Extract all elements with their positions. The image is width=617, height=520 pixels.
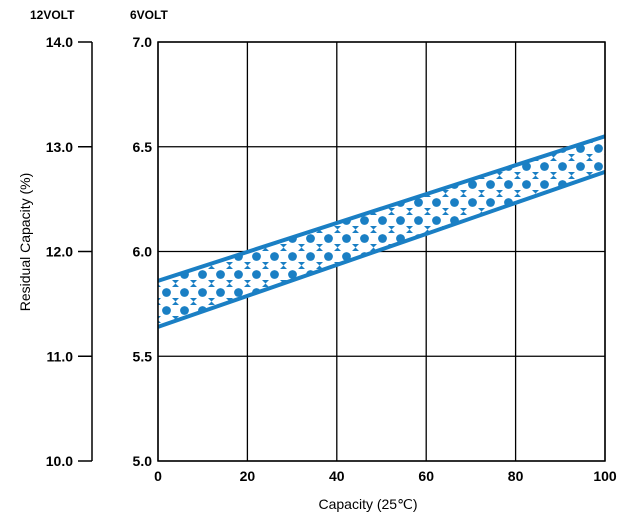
secondary-y-tick-label-3: 13.0 xyxy=(46,139,73,155)
primary-axis-header: 6VOLT xyxy=(130,8,168,22)
x-tick-labels: 0 20 40 60 80 100 xyxy=(154,468,617,484)
plot-frame xyxy=(157,41,606,462)
capacity-band xyxy=(158,134,605,329)
x-tick-label-2: 40 xyxy=(329,468,345,484)
band-lower-edge xyxy=(158,170,605,329)
x-tick-label-0: 0 xyxy=(154,468,162,484)
band-upper-edge xyxy=(158,134,605,283)
y-tick-label-0: 5.0 xyxy=(133,453,153,469)
y-tick-label-3: 6.5 xyxy=(133,139,153,155)
secondary-y-tick-label-2: 12.0 xyxy=(46,244,73,260)
secondary-y-tick-label-0: 10.0 xyxy=(46,453,73,469)
x-tick-label-1: 20 xyxy=(240,468,256,484)
y-tick-label-1: 5.5 xyxy=(133,348,153,364)
x-tick-label-4: 80 xyxy=(508,468,524,484)
secondary-y-tick-label-4: 14.0 xyxy=(46,34,73,50)
secondary-y-axis xyxy=(78,41,93,462)
y-tick-labels: 5.0 5.5 6.0 6.5 7.0 xyxy=(133,34,153,469)
x-axis-title: Capacity (25℃) xyxy=(319,496,418,512)
y-tick-label-2: 6.0 xyxy=(133,244,153,260)
secondary-axis-header: 12VOLT xyxy=(30,8,75,22)
x-tick-label-3: 60 xyxy=(418,468,434,484)
secondary-y-tick-label-1: 11.0 xyxy=(47,348,74,364)
x-tick-label-5: 100 xyxy=(593,468,617,484)
secondary-y-tick-labels: 10.0 11.0 12.0 13.0 14.0 xyxy=(46,34,73,469)
band-fill xyxy=(158,136,605,327)
y-axis-title: Residual Capacity (%) xyxy=(17,173,33,312)
y-tick-label-4: 7.0 xyxy=(133,34,153,50)
